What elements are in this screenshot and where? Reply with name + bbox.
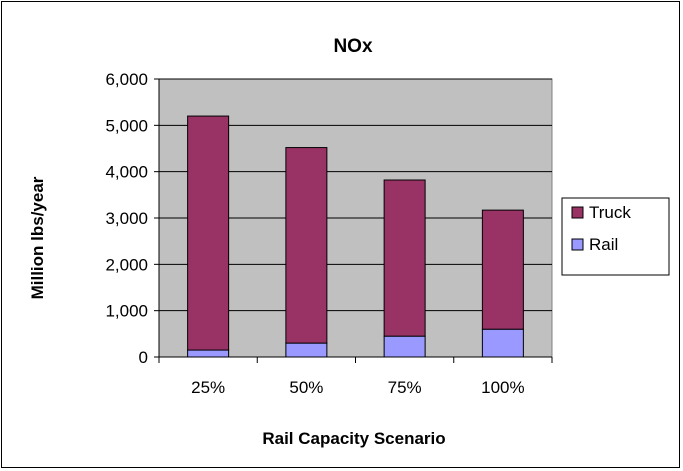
- bar-truck-4: [481, 209, 524, 330]
- y-tick-label: 1,000: [105, 302, 148, 321]
- bar-truck-2: [285, 147, 328, 344]
- legend-swatch-rail: [571, 238, 584, 251]
- x-tick-labels: 25% 50% 75% 100%: [191, 378, 525, 397]
- y-tick-labels: 0 1,000 2,000 3,000 4,000 5,000 6,000: [105, 70, 148, 367]
- bars: [187, 115, 524, 358]
- legend-label-truck: Truck: [589, 203, 631, 222]
- legend: Truck Rail: [561, 197, 670, 276]
- y-tick-label: 3,000: [105, 209, 148, 228]
- bar-rail-4: [481, 328, 524, 358]
- bar-rail-1: [187, 349, 230, 358]
- y-tick-label: 5,000: [105, 116, 148, 135]
- chart-title: NOx: [333, 36, 373, 57]
- y-tick-label: 6,000: [105, 70, 148, 89]
- axes: [154, 78, 553, 363]
- x-tick-label: 50%: [289, 378, 323, 397]
- bar-truck-3: [383, 179, 426, 337]
- x-tick-label: 100%: [481, 378, 524, 397]
- bar-rail-3: [383, 335, 426, 358]
- legend-swatch-truck: [571, 206, 584, 219]
- bar-truck-1: [187, 115, 230, 351]
- y-axis-title: Million lbs/year: [28, 176, 47, 299]
- x-axis-title: Rail Capacity Scenario: [262, 429, 445, 448]
- y-tick-label: 2,000: [105, 255, 148, 274]
- x-tick-label: 25%: [191, 378, 225, 397]
- legend-label-rail: Rail: [589, 235, 618, 254]
- bar-rail-2: [285, 342, 328, 358]
- x-tick-label: 75%: [388, 378, 422, 397]
- y-tick-label: 0: [139, 348, 148, 367]
- y-tick-label: 4,000: [105, 163, 148, 182]
